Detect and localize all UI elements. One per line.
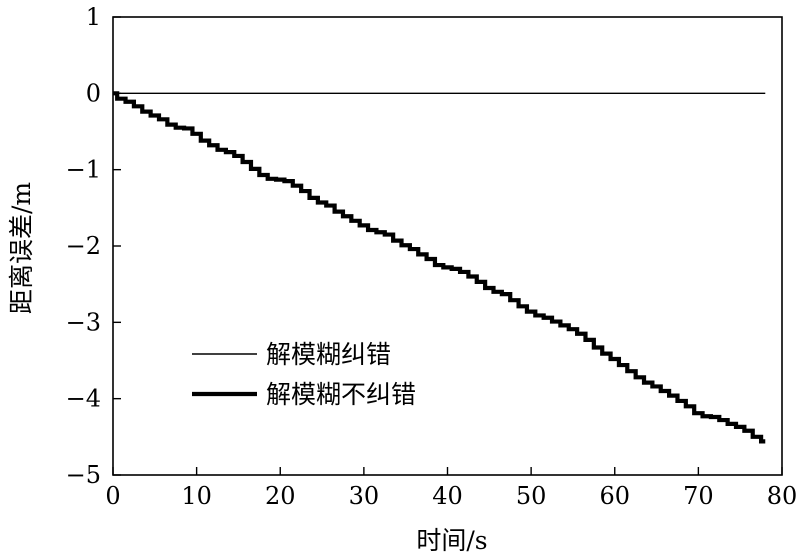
y-tick-label: −2 <box>66 232 101 260</box>
x-tick-label: 50 <box>516 482 547 510</box>
y-tick-label: −3 <box>66 308 101 336</box>
series-layer <box>113 91 766 444</box>
legend-label-uncorrected: 解模糊不纠错 <box>266 380 416 409</box>
x-tick-label: 10 <box>181 482 212 510</box>
x-tick-label: 20 <box>265 482 296 510</box>
y-tick-label: −4 <box>66 385 101 413</box>
x-tick-label: 40 <box>432 482 463 510</box>
x-axis-title: 时间/s <box>416 526 487 555</box>
legend: 解模糊纠错 解模糊不纠错 <box>192 340 416 409</box>
y-tick-label: −5 <box>66 461 101 489</box>
x-tick-label: 30 <box>349 482 380 510</box>
y-tick-label: −1 <box>66 156 101 184</box>
x-tick-label: 60 <box>599 482 630 510</box>
plot-frame <box>112 16 783 476</box>
legend-label-corrected: 解模糊纠错 <box>266 340 391 369</box>
y-tick-label: 0 <box>86 79 101 107</box>
y-tick-label: 1 <box>86 3 101 31</box>
series-line-uncorrected <box>113 91 766 444</box>
x-tick-label: 80 <box>767 482 798 510</box>
x-tick-label: 0 <box>105 482 120 510</box>
y-axis-title: 距离误差/m <box>7 182 36 314</box>
x-tick-label: 70 <box>683 482 714 510</box>
